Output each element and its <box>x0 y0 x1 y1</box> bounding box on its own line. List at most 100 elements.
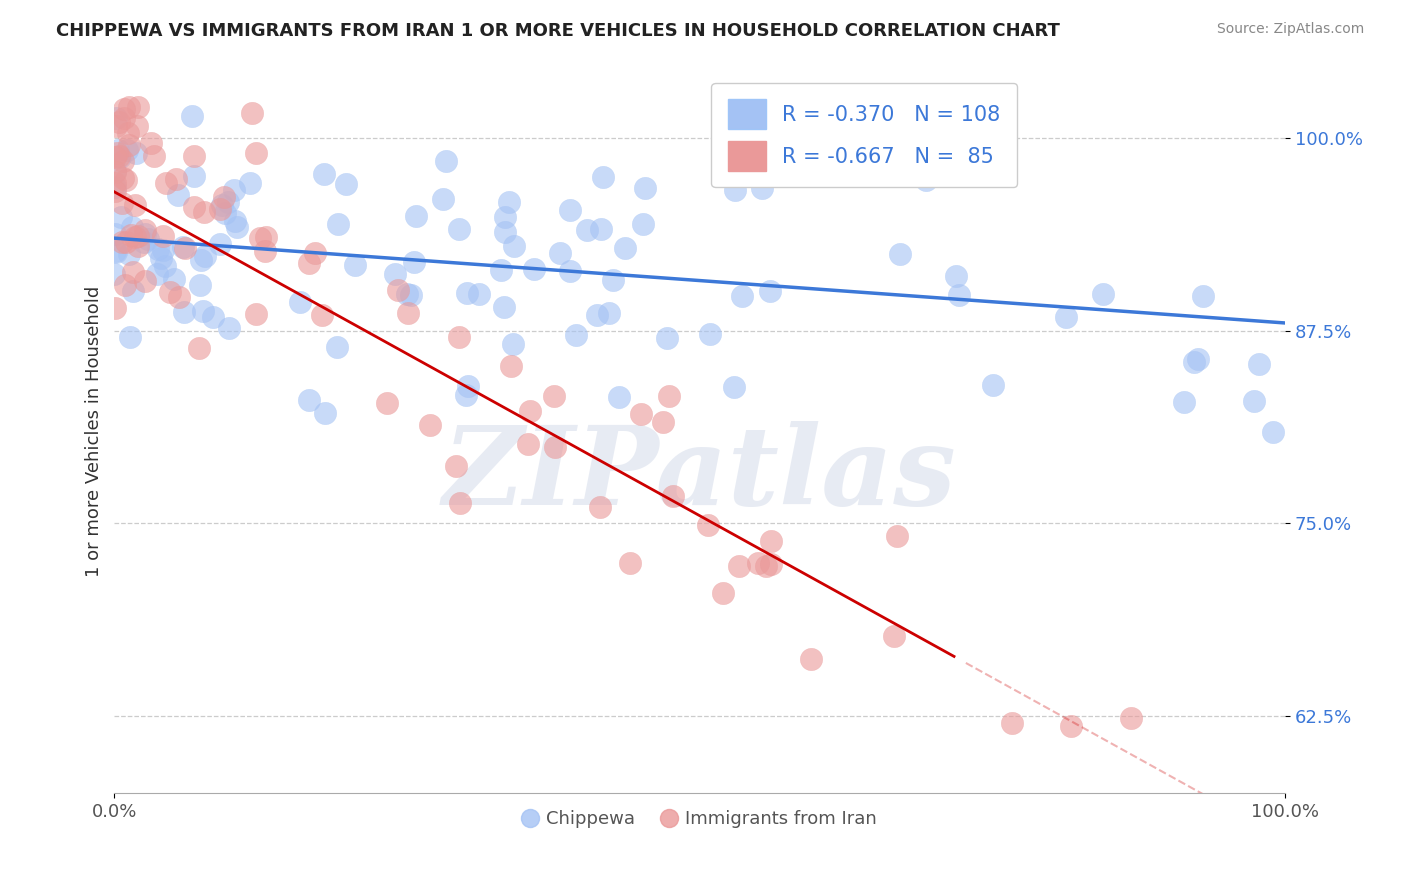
Point <box>153 259 176 273</box>
Point <box>723 380 745 394</box>
Point <box>103 267 125 281</box>
Point <box>105 244 128 259</box>
Point <box>114 278 136 293</box>
Point <box>124 197 146 211</box>
Point <box>193 205 215 219</box>
Point <box>112 112 135 126</box>
Point <box>731 288 754 302</box>
Point <box>125 146 148 161</box>
Point <box>194 249 217 263</box>
Point <box>226 220 249 235</box>
Point <box>239 176 262 190</box>
Point <box>468 287 491 301</box>
Point <box>218 321 240 335</box>
Point <box>1192 289 1215 303</box>
Point <box>212 190 235 204</box>
Point <box>214 206 236 220</box>
Point <box>652 415 675 429</box>
Point <box>118 247 141 261</box>
Point <box>543 389 565 403</box>
Point <box>759 557 782 571</box>
Point <box>311 308 333 322</box>
Point <box>634 180 657 194</box>
Point <box>761 534 783 549</box>
Point <box>159 285 181 299</box>
Point <box>187 342 209 356</box>
Point <box>163 272 186 286</box>
Point <box>630 407 652 421</box>
Point <box>662 489 685 503</box>
Point <box>108 150 131 164</box>
Point <box>201 310 224 325</box>
Point <box>104 163 127 178</box>
Point <box>447 330 470 344</box>
Point <box>111 154 134 169</box>
Point <box>335 177 357 191</box>
Point <box>325 340 347 354</box>
Point <box>134 223 156 237</box>
Point <box>134 274 156 288</box>
Point <box>447 222 470 236</box>
Point <box>105 145 128 160</box>
Point <box>114 173 136 187</box>
Point <box>598 306 620 320</box>
Point <box>146 267 169 281</box>
Point <box>172 239 194 253</box>
Point <box>105 111 128 125</box>
Legend: Chippewa, Immigrants from Iran: Chippewa, Immigrants from Iran <box>515 803 884 835</box>
Point <box>112 103 135 117</box>
Point <box>1249 357 1271 371</box>
Point <box>167 188 190 202</box>
Point <box>494 225 516 239</box>
Text: CHIPPEWA VS IMMIGRANTS FROM IRAN 1 OR MORE VEHICLES IN HOUSEHOLD CORRELATION CHA: CHIPPEWA VS IMMIGRANTS FROM IRAN 1 OR MO… <box>56 22 1060 40</box>
Point <box>494 210 516 224</box>
Point <box>103 180 125 194</box>
Point <box>114 235 136 249</box>
Point <box>104 227 127 241</box>
Point <box>148 242 170 256</box>
Point <box>550 245 572 260</box>
Point <box>108 115 131 129</box>
Point <box>103 244 125 258</box>
Point <box>454 388 477 402</box>
Point <box>180 109 202 123</box>
Point <box>419 417 441 432</box>
Point <box>889 246 911 260</box>
Point <box>948 288 970 302</box>
Point <box>498 194 520 209</box>
Point <box>724 183 747 197</box>
Point <box>314 406 336 420</box>
Point <box>1060 719 1083 733</box>
Point <box>224 213 246 227</box>
Point <box>592 169 614 184</box>
Point <box>117 126 139 140</box>
Point <box>401 288 423 302</box>
Point <box>142 149 165 163</box>
Point <box>1261 425 1284 440</box>
Point <box>208 202 231 217</box>
Point <box>107 149 129 163</box>
Point <box>501 359 523 373</box>
Point <box>449 496 471 510</box>
Point <box>457 379 479 393</box>
Point <box>111 196 134 211</box>
Point <box>150 251 173 265</box>
Point <box>456 285 478 300</box>
Point <box>544 440 567 454</box>
Point <box>614 241 637 255</box>
Point <box>125 120 148 134</box>
Point <box>141 136 163 150</box>
Point <box>165 172 187 186</box>
Point <box>107 143 129 157</box>
Point <box>115 143 138 157</box>
Point <box>240 106 263 120</box>
Point <box>134 235 156 249</box>
Point <box>658 389 681 403</box>
Point <box>1187 351 1209 366</box>
Point <box>104 176 127 190</box>
Point <box>444 459 467 474</box>
Point <box>124 230 146 244</box>
Point <box>134 227 156 241</box>
Point <box>755 559 778 574</box>
Point <box>945 269 967 284</box>
